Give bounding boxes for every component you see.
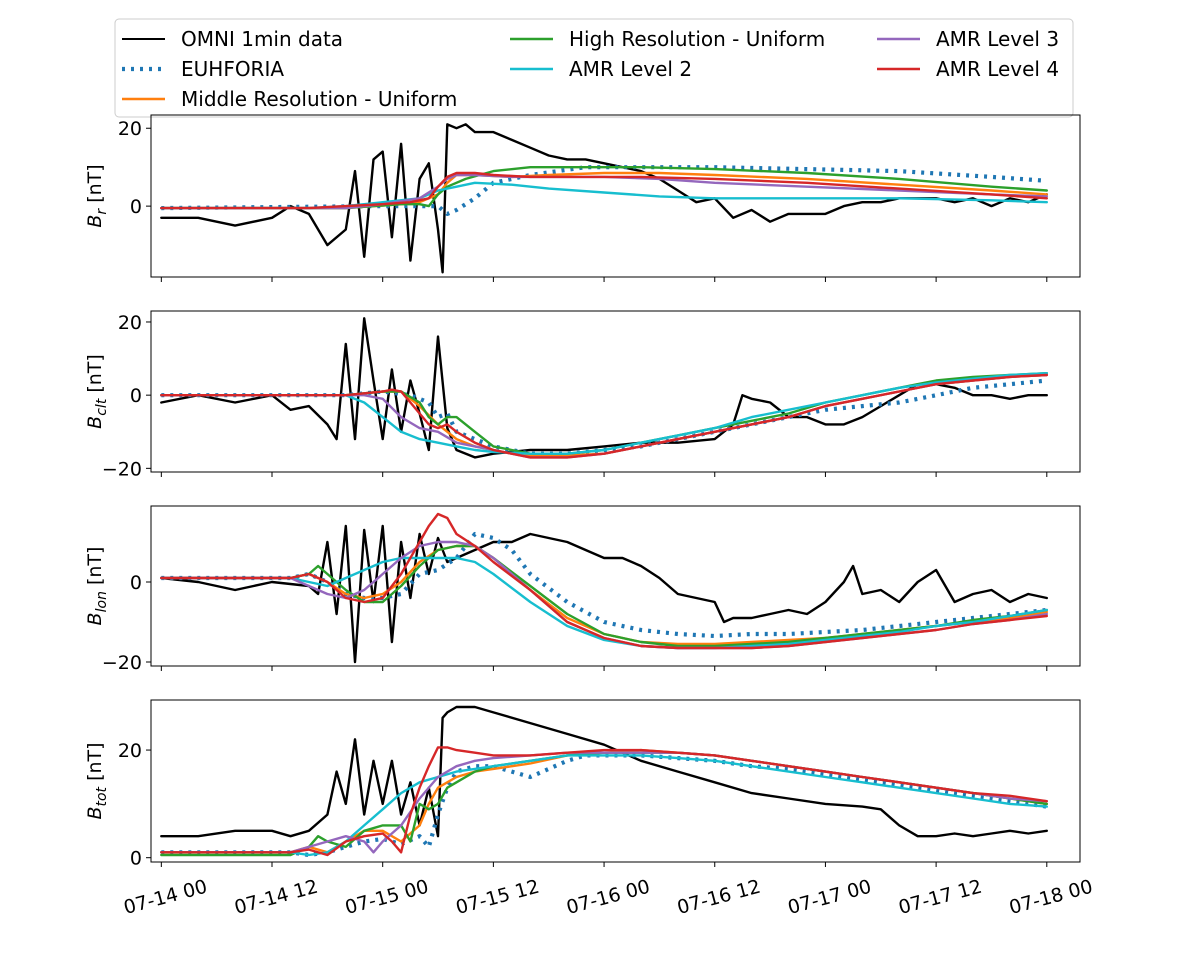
y-tick-label: 20 bbox=[118, 312, 142, 334]
y-tick-label: 0 bbox=[130, 385, 142, 407]
y-tick-label: 0 bbox=[130, 848, 142, 870]
panel-2: −20 0 Blon [nT] bbox=[84, 505, 1081, 674]
series-line-high-resolution-uniform bbox=[160, 544, 1049, 648]
series-line-omni-1min-data bbox=[160, 123, 1049, 274]
y-tick-label: −20 bbox=[102, 458, 142, 480]
series-line-amr-level-4 bbox=[160, 512, 1049, 650]
panel-3: 0 20 Btot [nT] bbox=[84, 699, 1081, 870]
series-line-euhforia bbox=[161, 165, 1047, 216]
series-group bbox=[160, 317, 1049, 459]
series-line-euhforia bbox=[161, 531, 1048, 639]
legend-label: High Resolution - Uniform bbox=[569, 27, 825, 51]
x-tick-label: 07-18 00 bbox=[1007, 876, 1095, 919]
series-group bbox=[160, 512, 1049, 664]
series-line-high-resolution-uniform bbox=[160, 165, 1049, 210]
series-line-amr-level-4 bbox=[160, 373, 1049, 459]
series-line-amr-level-2 bbox=[160, 556, 1049, 650]
y-tick-label: 0 bbox=[130, 572, 142, 594]
y-tick-label: 20 bbox=[118, 740, 142, 762]
x-tick-label: 07-16 12 bbox=[675, 876, 763, 919]
legend-label: EUHFORIA bbox=[181, 57, 284, 81]
series-line-omni-1min-data bbox=[160, 705, 1049, 838]
x-tick-label: 07-17 12 bbox=[896, 876, 984, 919]
series-line-amr-level-2 bbox=[160, 754, 1049, 857]
axes-frame bbox=[150, 310, 1081, 473]
axes-frame bbox=[150, 505, 1081, 667]
series-line-amr-level-2 bbox=[160, 372, 1049, 455]
axes-frame bbox=[150, 114, 1081, 278]
x-tick-label: 07-14 12 bbox=[232, 876, 320, 919]
series-line-high-resolution-uniform bbox=[160, 751, 1049, 857]
series-line-amr-level-3 bbox=[160, 751, 1049, 854]
y-tick-label: −20 bbox=[102, 652, 142, 674]
legend-label: AMR Level 4 bbox=[936, 57, 1059, 81]
series-group bbox=[160, 123, 1049, 274]
x-tick-label: 07-14 00 bbox=[121, 876, 209, 919]
y-axis-label: Br [nT] bbox=[84, 164, 110, 227]
legend-label: AMR Level 2 bbox=[569, 57, 692, 81]
x-tick-label: 07-17 00 bbox=[786, 876, 874, 919]
legend-label: AMR Level 3 bbox=[936, 27, 1059, 51]
x-tick-label: 07-15 00 bbox=[343, 876, 431, 919]
y-axis-label: Btot [nT] bbox=[84, 742, 110, 819]
series-line-euhforia bbox=[161, 753, 1048, 858]
panel-0: 0 20 Br [nT] bbox=[84, 114, 1081, 282]
x-tick-label: 07-15 12 bbox=[453, 876, 541, 919]
series-line-amr-level-4 bbox=[160, 171, 1049, 210]
series-line-amr-level-4 bbox=[160, 746, 1049, 857]
axes-frame bbox=[150, 699, 1081, 863]
series-line-euhforia bbox=[161, 378, 1048, 456]
legend-label: OMNI 1min data bbox=[181, 27, 343, 51]
y-tick-label: 20 bbox=[118, 118, 142, 140]
x-tick-label: 07-16 00 bbox=[564, 876, 652, 919]
y-tick-label: 0 bbox=[130, 196, 142, 218]
x-tick-labels: 07-14 00 07-14 12 07-15 00 07-15 12 07-16 00… bbox=[121, 876, 1095, 919]
legend-label: Middle Resolution - Uniform bbox=[181, 87, 457, 111]
panels: 0 20 Br [nT] −20 0 20 Bclt [nT] −20 0 Blon [nT] 0 2… bbox=[84, 114, 1081, 870]
legend-box bbox=[114, 18, 1074, 118]
legend: OMNI 1min data EUHFORIA Middle Resolution … bbox=[114, 18, 1074, 118]
series-line-middle-resolution-uniform bbox=[160, 748, 1049, 854]
series-group bbox=[160, 705, 1049, 858]
series-line-omni-1min-data bbox=[160, 317, 1049, 459]
panel-1: −20 0 20 Bclt [nT] bbox=[84, 310, 1081, 480]
series-line-amr-level-2 bbox=[160, 181, 1049, 210]
y-axis-label: Blon [nT] bbox=[84, 547, 110, 626]
y-axis-label: Bclt [nT] bbox=[84, 354, 110, 429]
series-line-omni-1min-data bbox=[160, 524, 1049, 664]
